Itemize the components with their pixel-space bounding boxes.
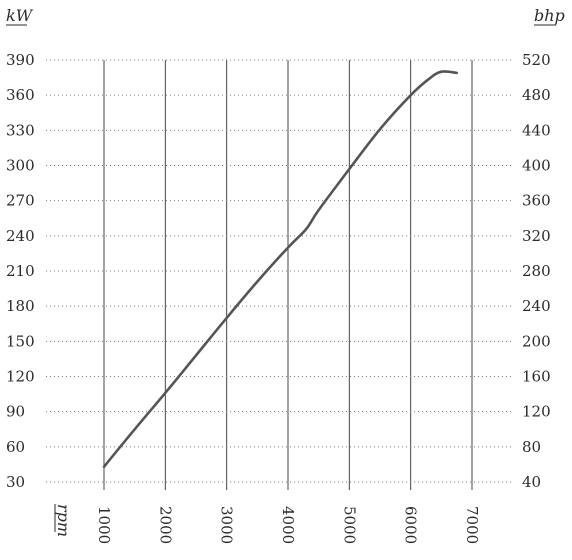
left-unit-label: kW bbox=[6, 6, 34, 25]
left-tick-label: 390 bbox=[6, 51, 35, 69]
x-tick-label: 6000 bbox=[402, 506, 420, 544]
x-tick-label: 7000 bbox=[463, 506, 481, 544]
x-tick-label: 2000 bbox=[156, 506, 174, 544]
right-unit-label: bhp bbox=[534, 6, 565, 25]
left-tick-label: 150 bbox=[6, 332, 35, 350]
left-tick-label: 90 bbox=[6, 403, 25, 421]
left-tick-label: 300 bbox=[6, 157, 35, 175]
right-tick-label: 320 bbox=[522, 227, 551, 245]
x-tick-label: 1000 bbox=[95, 506, 113, 544]
left-tick-label: 60 bbox=[6, 438, 25, 456]
left-tick-label: 330 bbox=[6, 121, 35, 139]
left-tick-label: 120 bbox=[6, 368, 35, 386]
right-tick-label: 240 bbox=[522, 297, 551, 315]
left-tick-label: 30 bbox=[6, 473, 25, 491]
right-tick-label: 200 bbox=[522, 332, 551, 350]
left-tick-label: 360 bbox=[6, 86, 35, 104]
left-tick-label: 210 bbox=[6, 262, 35, 280]
x-tick-label: 4000 bbox=[279, 506, 297, 544]
right-tick-label: 400 bbox=[522, 157, 551, 175]
right-tick-label: 440 bbox=[522, 121, 551, 139]
x-tick-label: 5000 bbox=[340, 506, 358, 544]
right-tick-label: 160 bbox=[522, 368, 551, 386]
left-tick-label: 180 bbox=[6, 297, 35, 315]
x-tick-label: 3000 bbox=[218, 506, 236, 544]
right-tick-label: 80 bbox=[522, 438, 541, 456]
right-tick-label: 40 bbox=[522, 473, 541, 491]
right-tick-label: 480 bbox=[522, 86, 551, 104]
left-tick-label: 240 bbox=[6, 227, 35, 245]
right-tick-label: 280 bbox=[522, 262, 551, 280]
power-series-line bbox=[102, 70, 458, 469]
right-tick-label: 360 bbox=[522, 192, 551, 210]
left-tick-label: 270 bbox=[6, 192, 35, 210]
x-unit-label: rpm bbox=[54, 504, 73, 537]
right-tick-label: 120 bbox=[522, 403, 551, 421]
right-tick-label: 520 bbox=[522, 51, 551, 69]
